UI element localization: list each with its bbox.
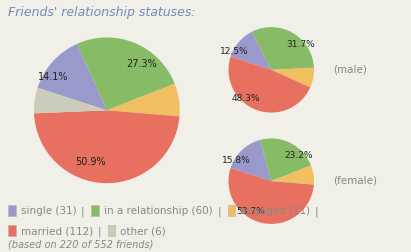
- Text: |: |: [98, 225, 102, 236]
- Text: 23.2%: 23.2%: [285, 150, 313, 159]
- Text: (based on 220 of 552 friends): (based on 220 of 552 friends): [8, 238, 154, 248]
- Wedge shape: [271, 69, 314, 88]
- Text: 12.5%: 12.5%: [220, 47, 249, 56]
- Text: single (31): single (31): [21, 205, 76, 215]
- Text: |: |: [81, 205, 85, 216]
- Wedge shape: [231, 140, 271, 181]
- Text: 53.7%: 53.7%: [237, 206, 266, 215]
- Text: other (6): other (6): [120, 226, 166, 236]
- Text: 31.7%: 31.7%: [286, 40, 315, 49]
- Text: |: |: [315, 205, 319, 216]
- Text: |: |: [217, 205, 221, 216]
- Wedge shape: [231, 33, 271, 71]
- Wedge shape: [229, 168, 314, 224]
- Text: 50.9%: 50.9%: [75, 157, 106, 167]
- Text: engaged (11): engaged (11): [240, 205, 310, 215]
- Wedge shape: [260, 139, 311, 181]
- Text: (male): (male): [333, 64, 367, 74]
- Text: 15.8%: 15.8%: [222, 155, 251, 164]
- Text: 27.3%: 27.3%: [126, 59, 157, 69]
- Wedge shape: [37, 45, 107, 111]
- Wedge shape: [252, 28, 314, 71]
- Text: Friends' relationship statuses:: Friends' relationship statuses:: [8, 6, 196, 19]
- Wedge shape: [231, 168, 271, 181]
- Wedge shape: [271, 166, 314, 185]
- Text: in a relationship (60): in a relationship (60): [104, 205, 212, 215]
- Wedge shape: [229, 57, 310, 113]
- Wedge shape: [34, 111, 180, 183]
- Text: married (112): married (112): [21, 226, 93, 236]
- Wedge shape: [107, 84, 180, 117]
- Text: 14.1%: 14.1%: [38, 72, 69, 82]
- Text: 48.3%: 48.3%: [232, 94, 261, 103]
- Text: (female): (female): [333, 175, 377, 185]
- Wedge shape: [77, 38, 175, 111]
- Wedge shape: [231, 57, 271, 71]
- Wedge shape: [34, 88, 107, 114]
